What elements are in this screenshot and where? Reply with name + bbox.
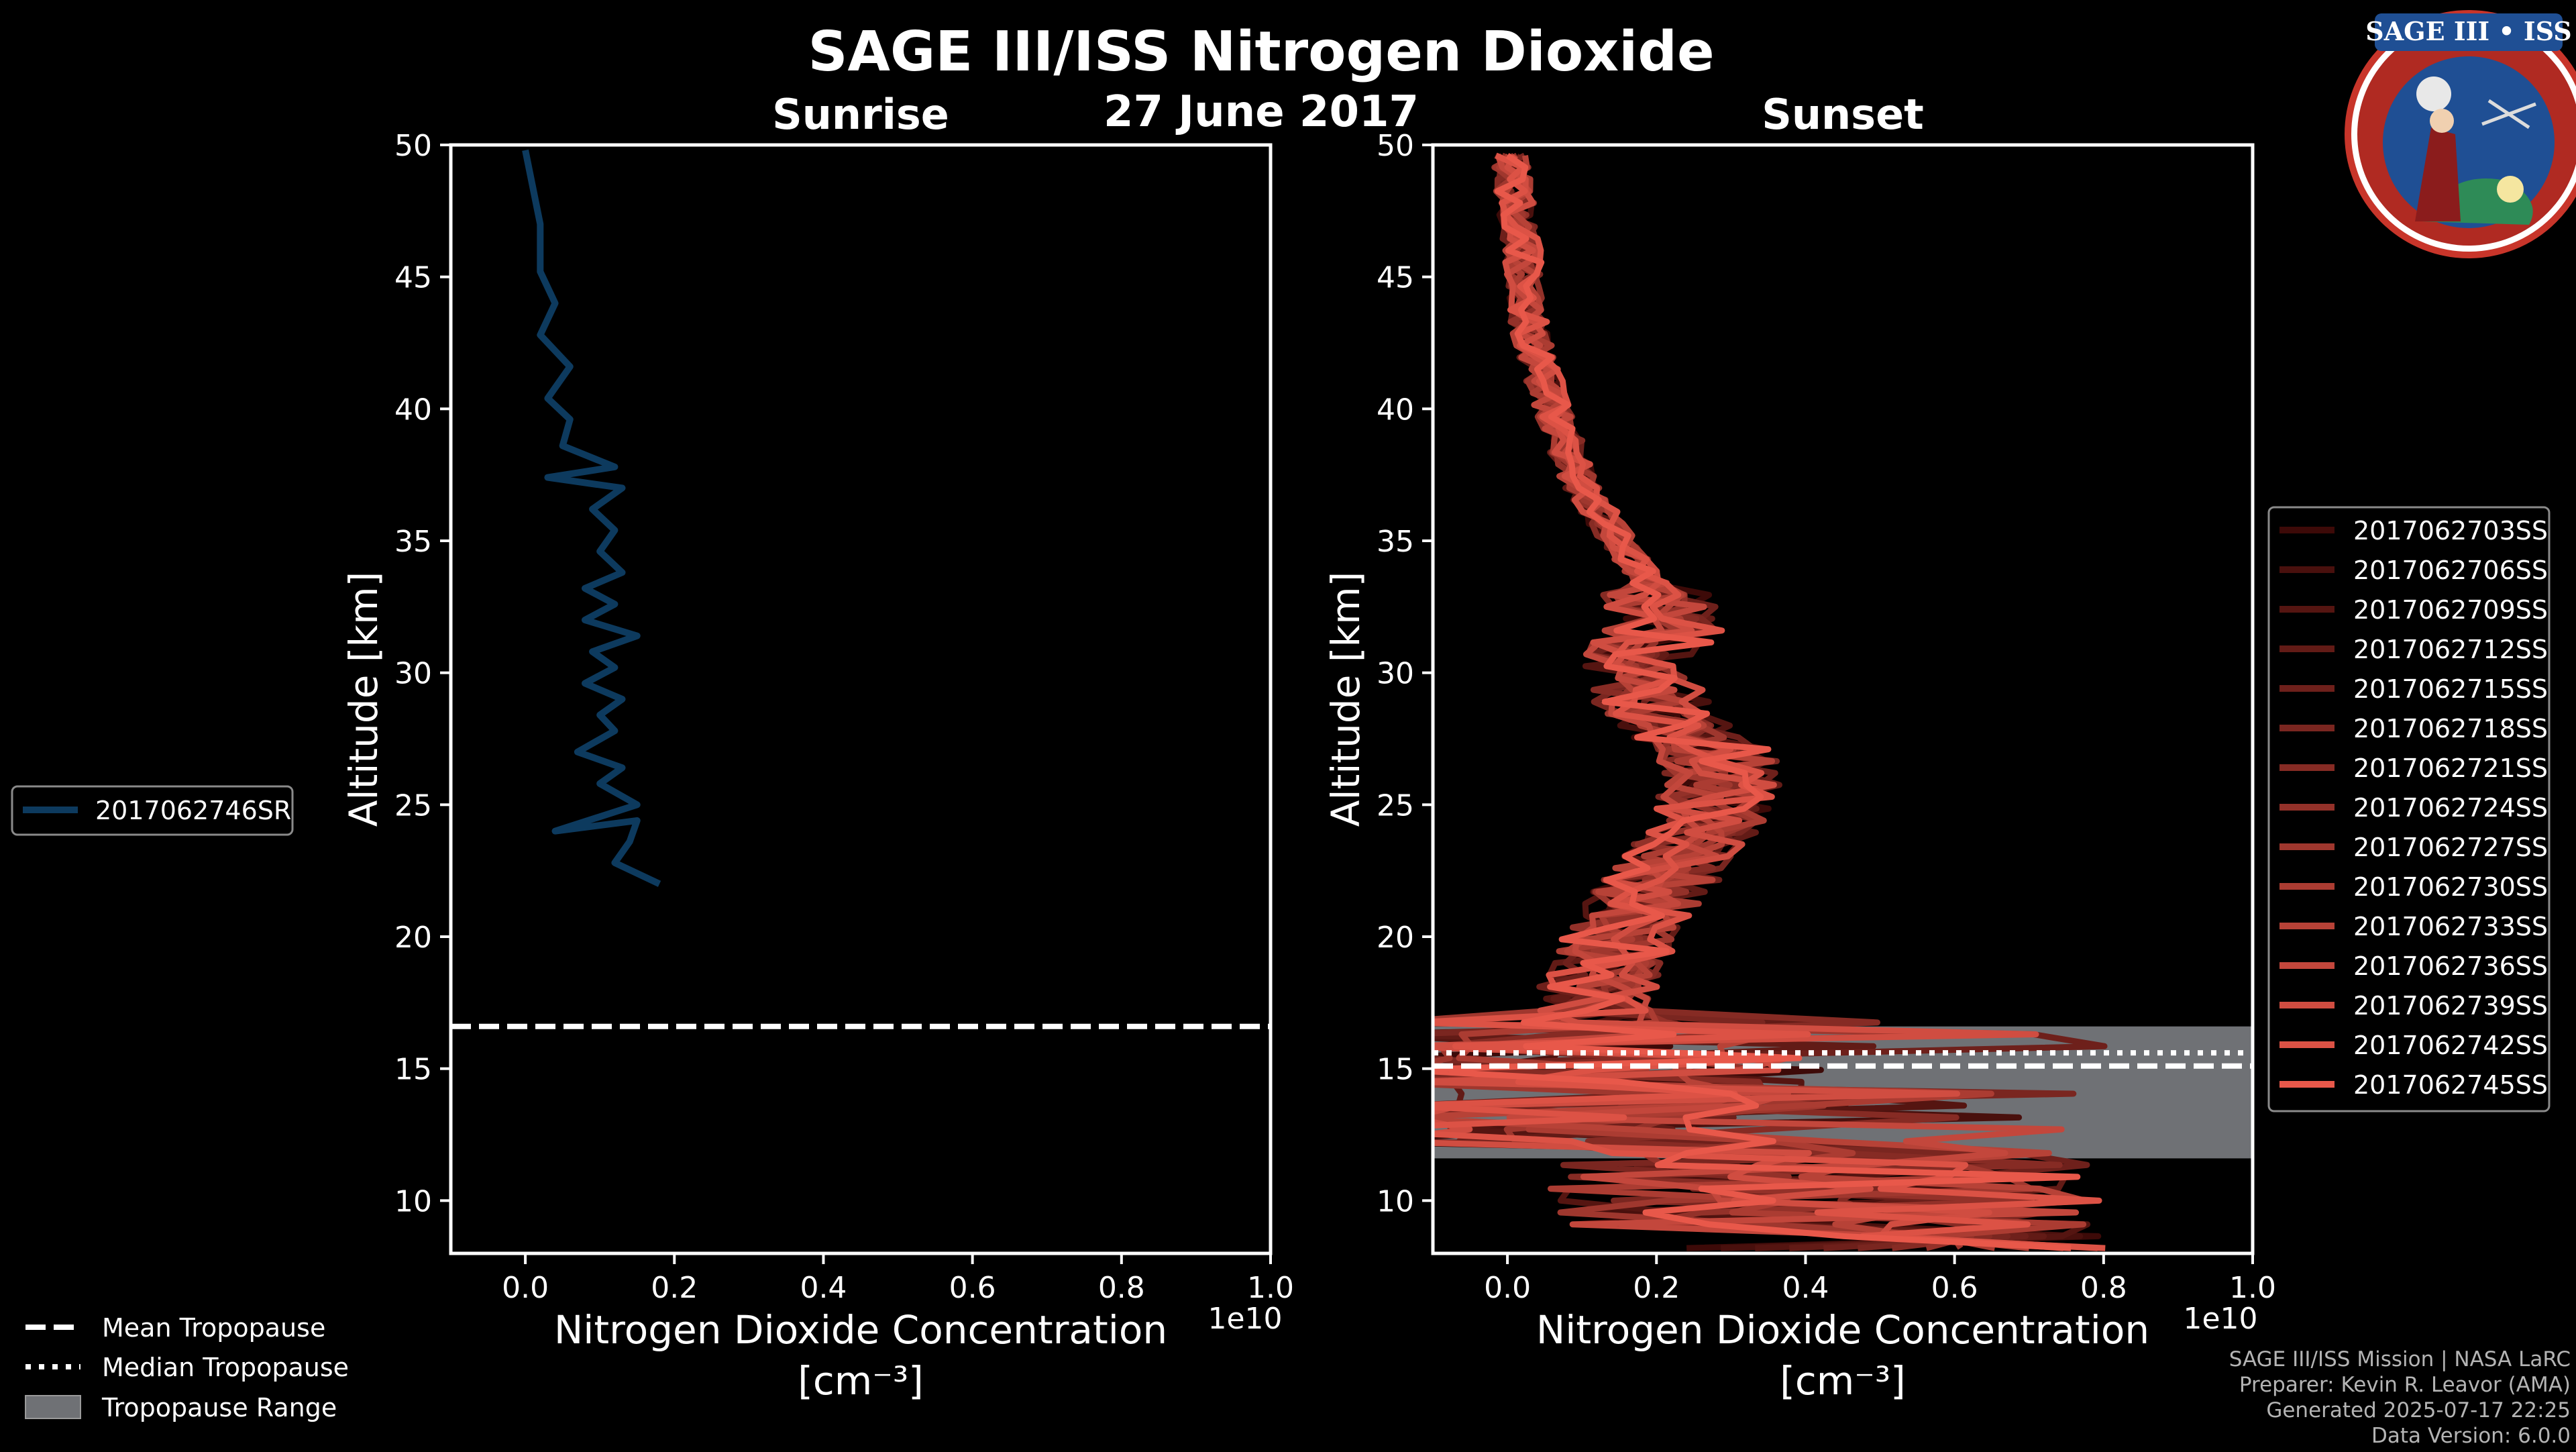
sunset-ytick-label: 30: [1377, 657, 1414, 691]
figure-title: SAGE III/ISS Nitrogen Dioxide: [808, 20, 1714, 84]
credit-line-4: Data Version: 6.0.0: [2371, 1424, 2571, 1448]
sunrise-ytick-label: 45: [394, 261, 432, 295]
sage-iii-iss-mission-logo: SAGE III • ISS: [2345, 10, 2576, 258]
sunrise-ylabel: Altitude [km]: [341, 572, 386, 827]
sunset-legend-label: 2017062709SS: [2353, 595, 2548, 625]
sunset-ytick-label: 10: [1377, 1184, 1414, 1218]
sunrise-xtick-label: 0.0: [502, 1271, 549, 1305]
figure-date: 27 June 2017: [1104, 87, 1419, 137]
sunrise-xtick-label: 0.6: [949, 1271, 996, 1305]
tropopause-legend: Mean Tropopause Median Tropopause Tropop…: [25, 1313, 349, 1422]
sunrise-legend: 2017062746SR: [11, 785, 294, 836]
sunset-legend-label: 2017062739SS: [2353, 991, 2548, 1021]
sunset-ytick-label: 25: [1377, 788, 1414, 823]
mean-tropopause-label: Mean Tropopause: [102, 1313, 325, 1343]
sunset-legend: 2017062703SS 2017062706SS 2017062709SS 2017…: [2267, 506, 2551, 1112]
sunrise-ytick-label: 40: [394, 393, 432, 427]
sunrise-xscale-label: 1e10: [1208, 1302, 1282, 1336]
logo-sun-icon: [2497, 176, 2524, 203]
sunset-ytick-label: 20: [1377, 921, 1414, 955]
sunrise-ytick-label: 20: [394, 921, 432, 955]
sunset-xtick-label: 0.2: [1633, 1271, 1680, 1305]
logo-figure-head-icon: [2430, 109, 2454, 133]
sunset-xtick-label: 0.4: [1782, 1271, 1829, 1305]
median-tropopause-label: Median Tropopause: [102, 1353, 349, 1382]
sunrise-xtick-label: 1.0: [1247, 1271, 1294, 1305]
sunrise-xtick-label: 0.4: [800, 1271, 847, 1305]
sunset-ytick-label: 15: [1377, 1053, 1414, 1087]
sunset-xtick-label: 0.0: [1484, 1271, 1531, 1305]
sunset-legend-label: 2017062721SS: [2353, 754, 2548, 783]
logo-figure-icon: [2415, 127, 2461, 221]
sunset-legend-label: 2017062733SS: [2353, 912, 2548, 941]
sunrise-ytick-label: 50: [394, 129, 432, 163]
sunset-legend-label: 2017062706SS: [2353, 556, 2548, 585]
series-line-2017062746SR: [522, 149, 661, 887]
logo-title-plate: [2375, 13, 2563, 51]
sunset-legend-label: 2017062736SS: [2353, 951, 2548, 981]
sunrise-ytick-label: 35: [394, 525, 432, 559]
panel-title-sunset: Sunset: [1762, 90, 1924, 139]
sunset-legend-label: 2017062742SS: [2353, 1031, 2548, 1060]
sunset-legend-label: 2017062715SS: [2353, 674, 2548, 704]
sunset-legend-label: 2017062712SS: [2353, 635, 2548, 664]
sunset-xtick-label: 0.6: [1931, 1271, 1978, 1305]
sunset-legend-label: 2017062727SS: [2353, 833, 2548, 862]
sunset-legend-label: 2017062745SS: [2353, 1070, 2548, 1100]
credit-line-3: Generated 2025-07-17 22:25: [2266, 1398, 2571, 1422]
sunrise-xtick-label: 0.2: [651, 1271, 698, 1305]
logo-moon-icon: [2416, 76, 2451, 111]
credit-line-2: Preparer: Kevin R. Leavor (AMA): [2239, 1373, 2571, 1397]
sunrise-ytick-label: 10: [394, 1184, 432, 1218]
sunset-xscale-label: 1e10: [2183, 1302, 2257, 1336]
sunset-xtick-label: 1.0: [2229, 1271, 2276, 1305]
sunset-xtick-label: 0.8: [2080, 1271, 2127, 1305]
sunset-xunit: [cm⁻³]: [1780, 1358, 1906, 1404]
logo-title-text: SAGE III • ISS: [2365, 16, 2571, 46]
sunrise-plot-area: [451, 149, 1271, 1029]
sunrise-xtick-label: 0.8: [1098, 1271, 1145, 1305]
sunset-xlabel: Nitrogen Dioxide Concentration: [1536, 1307, 2149, 1353]
sunset-legend-label: 2017062703SS: [2353, 516, 2548, 546]
sunrise-ytick-label: 25: [394, 788, 432, 823]
logo-iss-icon: [2481, 99, 2536, 129]
panel-title-sunrise: Sunrise: [772, 90, 949, 139]
sunrise-ytick-label: 15: [394, 1053, 432, 1087]
sunset-ytick-label: 40: [1377, 393, 1414, 427]
sunrise-xunit: [cm⁻³]: [798, 1358, 924, 1404]
sunrise-legend-label: 2017062746SR: [95, 796, 291, 825]
sunrise-legend-box: [11, 785, 294, 836]
sunset-ylabel: Altitude [km]: [1323, 572, 1368, 827]
sunrise-axes: 0.0 0.2 0.4 0.6 0.8 1.0 10 15 20 25 30 35 40 45 50: [394, 129, 1294, 1305]
sunrise-ytick-label: 30: [394, 657, 432, 691]
sunrise-xlabel: Nitrogen Dioxide Concentration: [554, 1307, 1167, 1353]
sunset-legend-label: 2017062718SS: [2353, 714, 2548, 743]
sunset-ytick-label: 35: [1377, 525, 1414, 559]
tropopause-range-label: Tropopause Range: [101, 1393, 337, 1422]
sunset-legend-label: 2017062724SS: [2353, 793, 2548, 823]
credit-line-1: SAGE III/ISS Mission | NASA LaRC: [2229, 1347, 2571, 1371]
sunset-axes-frame: [1431, 143, 2255, 1255]
sunset-ytick-label: 45: [1377, 261, 1414, 295]
sunrise-axes-frame: [449, 143, 1273, 1255]
sunset-axes: 0.0 0.2 0.4 0.6 0.8 1.0 10 15 20 25 30 35 40 45 50: [1377, 129, 2276, 1305]
sunset-plot-area: [1433, 152, 2253, 1251]
sunset-legend-label: 2017062730SS: [2353, 872, 2548, 902]
credits: SAGE III/ISS Mission | NASA LaRC Prepare…: [2229, 1347, 2571, 1448]
sunset-legend-box: [2267, 506, 2551, 1112]
sunset-ytick-label: 50: [1377, 129, 1414, 163]
tropopause-range-swatch: [25, 1395, 81, 1419]
